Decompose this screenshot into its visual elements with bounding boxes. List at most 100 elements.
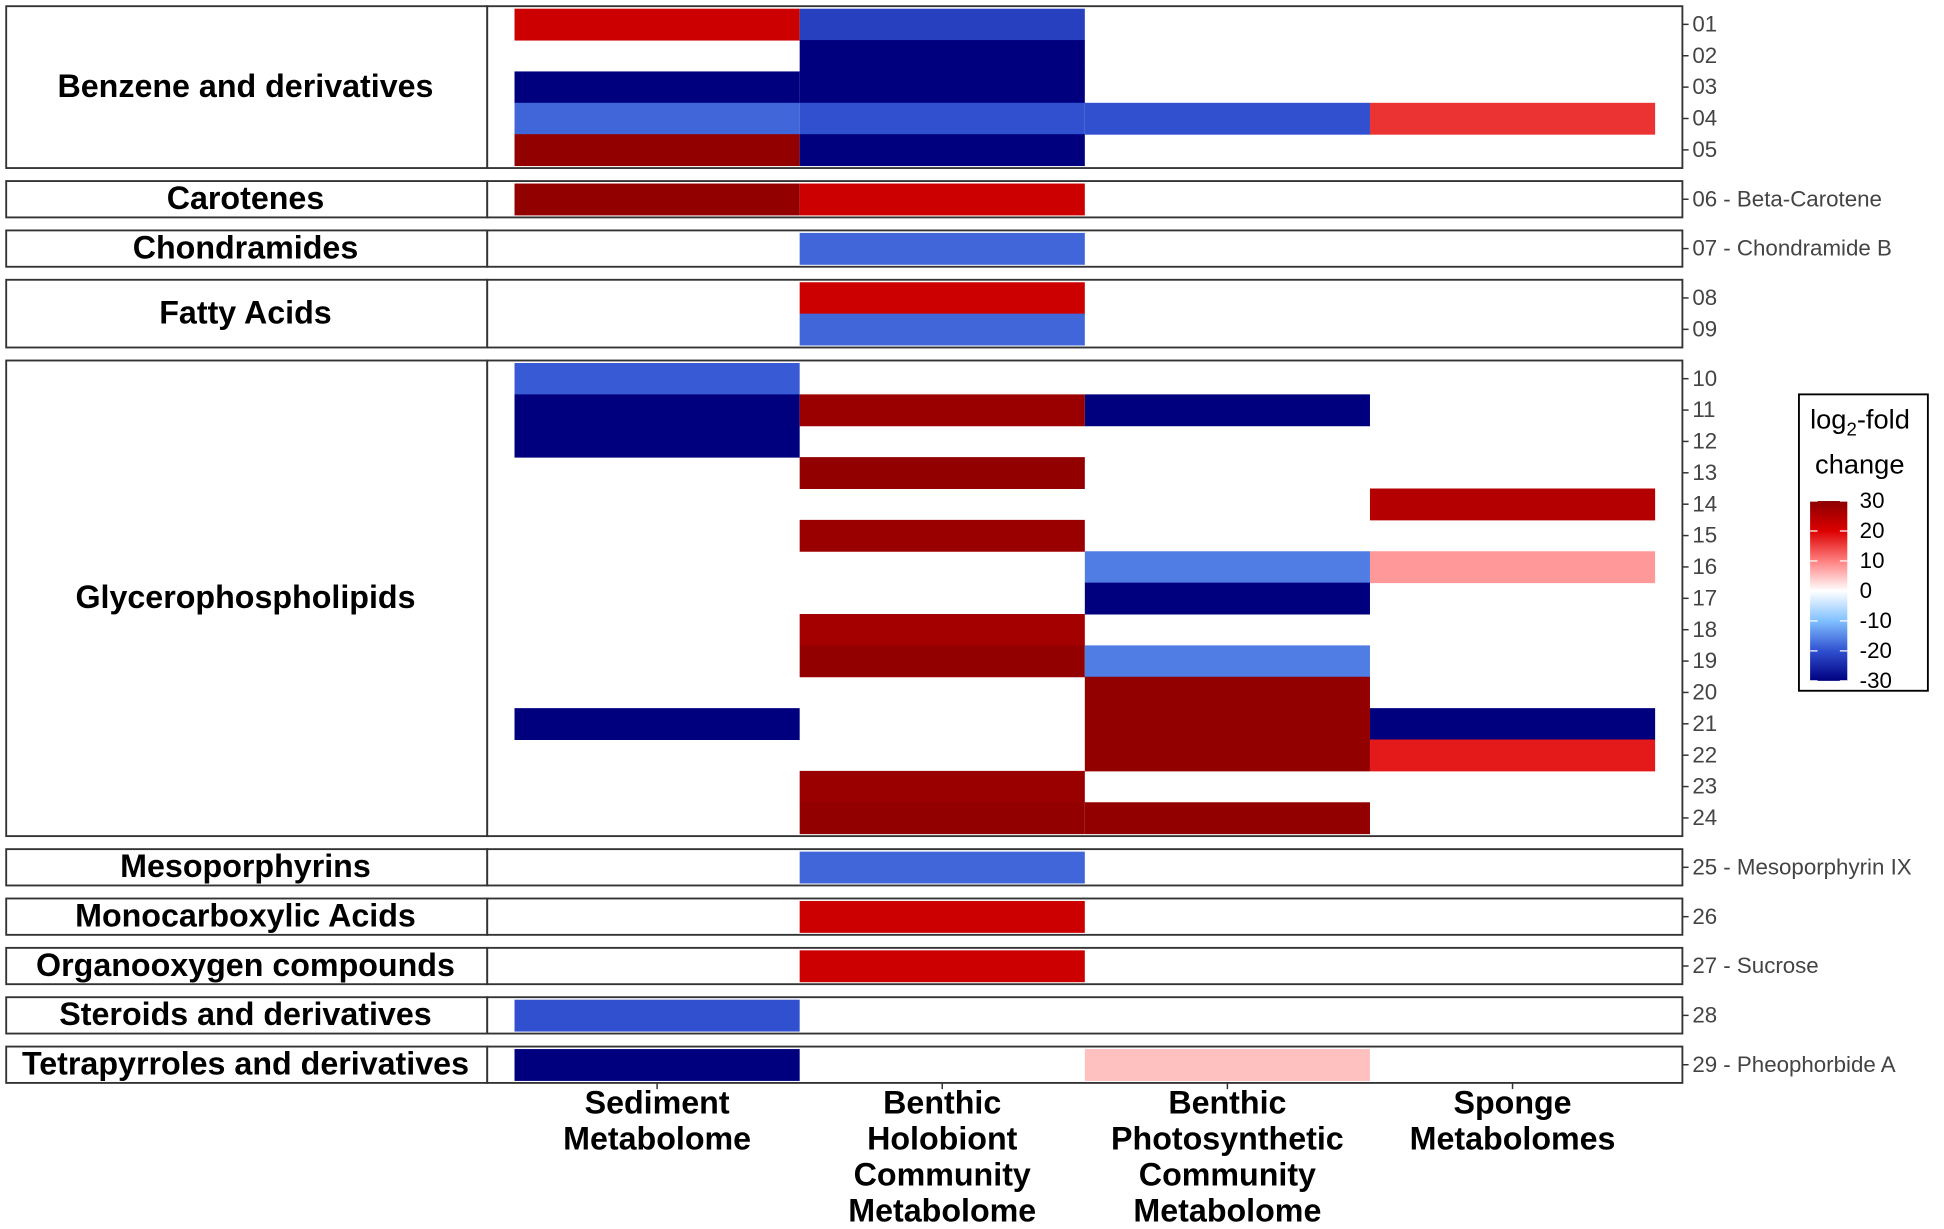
row-label: 06 - Beta-Carotene <box>1692 186 1882 211</box>
cell <box>799 313 1085 346</box>
facet-label: Chondramides <box>133 229 359 265</box>
cell <box>799 519 1085 552</box>
cell <box>799 134 1085 167</box>
facet-label-box <box>5 1045 489 1084</box>
row-label: 19 <box>1692 648 1717 673</box>
colorbar-label: 30 <box>1860 488 1885 513</box>
column-label: Community <box>854 1156 1031 1192</box>
facet-label: Monocarboxylic Acids <box>75 897 416 933</box>
row-label: 13 <box>1692 460 1717 485</box>
cell <box>799 950 1085 983</box>
cell <box>799 457 1085 489</box>
row-label: 16 <box>1692 554 1717 579</box>
colorbar-label: 10 <box>1860 548 1885 573</box>
row-label: 09 <box>1692 316 1717 341</box>
facet-panel <box>486 848 1684 887</box>
facet-panel <box>486 946 1684 986</box>
facet-label: Steroids and derivatives <box>59 996 431 1032</box>
cell <box>514 8 800 41</box>
row-label: 15 <box>1692 523 1717 548</box>
cell <box>1369 488 1656 521</box>
facet-label: Mesoporphyrins <box>120 848 371 884</box>
cell <box>799 614 1085 646</box>
row-label: 28 <box>1692 1003 1717 1028</box>
cell <box>514 1049 800 1081</box>
cell <box>1084 802 1370 835</box>
column-label: Photosynthetic <box>1111 1120 1344 1156</box>
row-label: 21 <box>1692 711 1717 736</box>
row-label: 03 <box>1692 74 1717 99</box>
cell <box>514 708 800 741</box>
row-label: 10 <box>1692 366 1717 391</box>
facet-label: Organooxygen compounds <box>36 947 455 983</box>
cell <box>1084 708 1370 741</box>
colorbar-label: 0 <box>1860 578 1872 603</box>
colorbar-label: -30 <box>1860 668 1892 693</box>
cell <box>514 71 800 104</box>
row-label: 02 <box>1692 43 1717 68</box>
cell <box>1369 739 1656 772</box>
cell <box>1084 739 1370 772</box>
column-label: Community <box>1139 1156 1316 1192</box>
cell <box>1084 676 1370 709</box>
cell <box>799 770 1085 803</box>
column-label: Metabolome <box>563 1120 751 1156</box>
cell <box>514 134 800 167</box>
facet-panel <box>486 897 1684 936</box>
facet-label-box <box>5 897 489 936</box>
cell <box>1369 708 1656 741</box>
row-label: 01 <box>1692 11 1717 36</box>
cell <box>1084 645 1370 678</box>
cell <box>1369 551 1656 584</box>
facet-label: Fatty Acids <box>159 294 331 330</box>
column-label: Metabolome <box>1133 1192 1321 1228</box>
row-label: 25 - Mesoporphyrin IX <box>1692 854 1911 879</box>
cell <box>799 645 1085 678</box>
cell <box>1084 394 1370 427</box>
facet-label-box <box>5 996 489 1035</box>
column-label: Holobiont <box>867 1120 1018 1156</box>
cell <box>514 394 800 427</box>
column-label: Sponge <box>1453 1084 1571 1120</box>
colorbar-label: -20 <box>1860 638 1892 663</box>
row-label: 26 <box>1692 904 1717 929</box>
row-label: 11 <box>1692 397 1715 422</box>
facet-panel <box>486 278 1684 349</box>
legend-title: log2-fold <box>1810 404 1910 439</box>
facet-label-box <box>5 359 489 838</box>
row-label: 07 - Chondramide B <box>1692 236 1892 261</box>
facet-label: Carotenes <box>167 180 325 216</box>
facet-label: Benzene and derivatives <box>57 68 433 104</box>
row-label: 27 - Sucrose <box>1692 953 1818 978</box>
row-label: 05 <box>1692 137 1717 162</box>
cell <box>799 900 1085 933</box>
column-label: Benthic <box>883 1084 1001 1120</box>
row-label: 18 <box>1692 617 1717 642</box>
row-label: 29 - Pheophorbide A <box>1692 1052 1895 1077</box>
cell <box>799 102 1085 135</box>
facet-label-box <box>5 946 489 986</box>
cell <box>1369 102 1656 135</box>
cell <box>514 999 800 1032</box>
column-label: Metabolome <box>848 1192 1036 1228</box>
cell <box>799 394 1085 427</box>
cell <box>1084 551 1370 584</box>
cell <box>799 8 1085 41</box>
cell <box>799 851 1085 884</box>
cell <box>799 40 1085 72</box>
row-label: 17 <box>1692 585 1717 610</box>
cell <box>799 232 1085 265</box>
facet-label-box <box>5 229 489 268</box>
cell <box>514 183 800 216</box>
cell <box>514 362 800 395</box>
facet-label: Tetrapyrroles and derivatives <box>22 1045 469 1081</box>
row-label: 04 <box>1692 106 1717 131</box>
row-label: 14 <box>1692 491 1717 516</box>
cell <box>1084 1049 1370 1081</box>
cell <box>799 802 1085 835</box>
legend-title: change <box>1815 449 1904 480</box>
row-label: 24 <box>1692 805 1717 830</box>
cell <box>799 71 1085 104</box>
cell <box>799 282 1085 315</box>
